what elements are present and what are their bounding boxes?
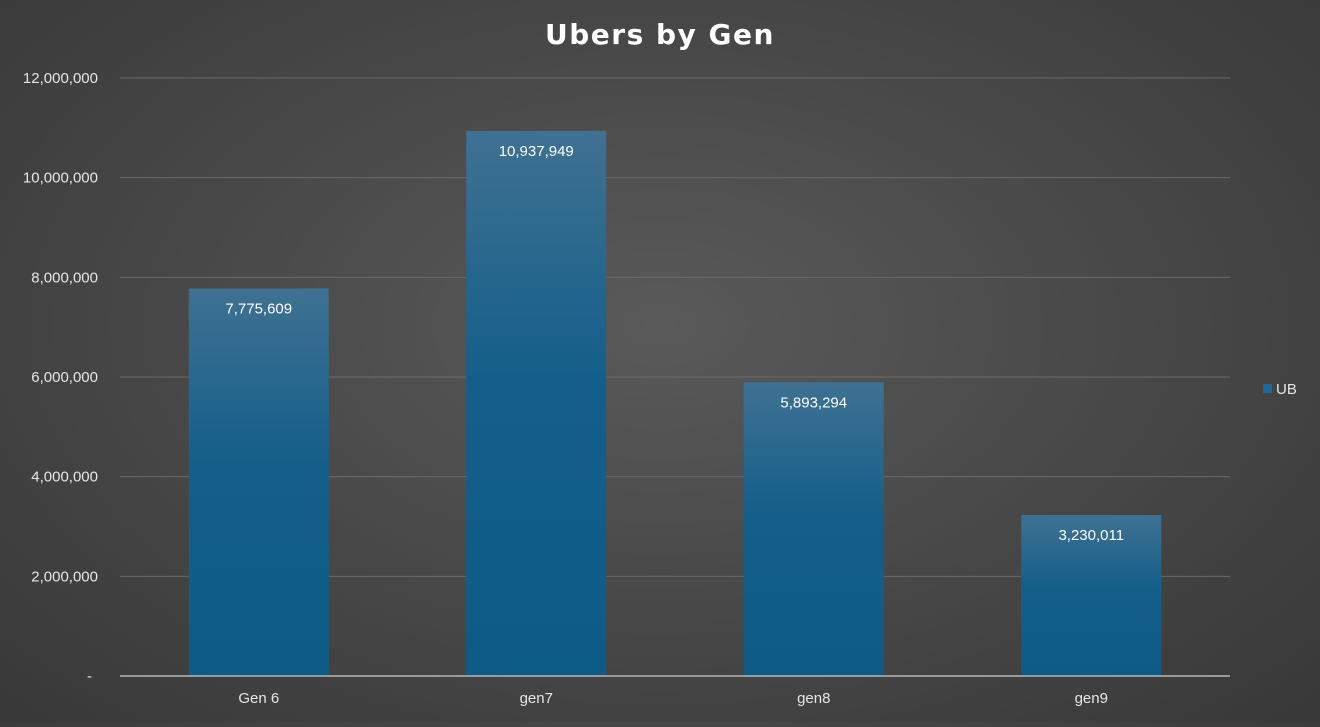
y-tick-label: 4,000,000 xyxy=(31,469,98,486)
data-label: 10,937,949 xyxy=(499,143,574,160)
bar-gen9 xyxy=(1021,515,1162,676)
chart-title: Ubers by Gen xyxy=(545,18,775,51)
x-category-label: gen9 xyxy=(1075,690,1108,707)
legend-label-ub: UB xyxy=(1276,381,1297,398)
x-axis-categories: Gen 6 gen7 gen8 gen9 xyxy=(238,690,1108,707)
bar-gen7 xyxy=(466,130,607,676)
bar-gen8 xyxy=(743,382,884,676)
legend-swatch-ub xyxy=(1263,384,1272,393)
y-tick-label: 8,000,000 xyxy=(31,269,98,286)
data-label: 5,893,294 xyxy=(780,394,847,411)
y-tick-label: - xyxy=(87,668,92,685)
bars xyxy=(188,130,1162,676)
y-tick-label: 10,000,000 xyxy=(23,170,98,187)
y-tick-label: 12,000,000 xyxy=(23,70,98,87)
y-tick-label: 2,000,000 xyxy=(31,568,98,585)
x-category-label: Gen 6 xyxy=(238,690,279,707)
x-category-label: gen7 xyxy=(520,690,553,707)
data-label: 3,230,011 xyxy=(1058,527,1124,544)
bar-gen-6 xyxy=(188,288,329,676)
data-labels: 7,775,609 10,937,949 5,893,294 3,230,011 xyxy=(225,143,1124,544)
data-label: 7,775,609 xyxy=(225,301,292,318)
y-axis-ticks: - 2,000,000 4,000,000 6,000,000 8,000,000 10,… xyxy=(23,70,98,685)
y-tick-label: 6,000,000 xyxy=(31,369,98,386)
legend: UB xyxy=(1263,381,1297,398)
x-category-label: gen8 xyxy=(797,690,830,707)
